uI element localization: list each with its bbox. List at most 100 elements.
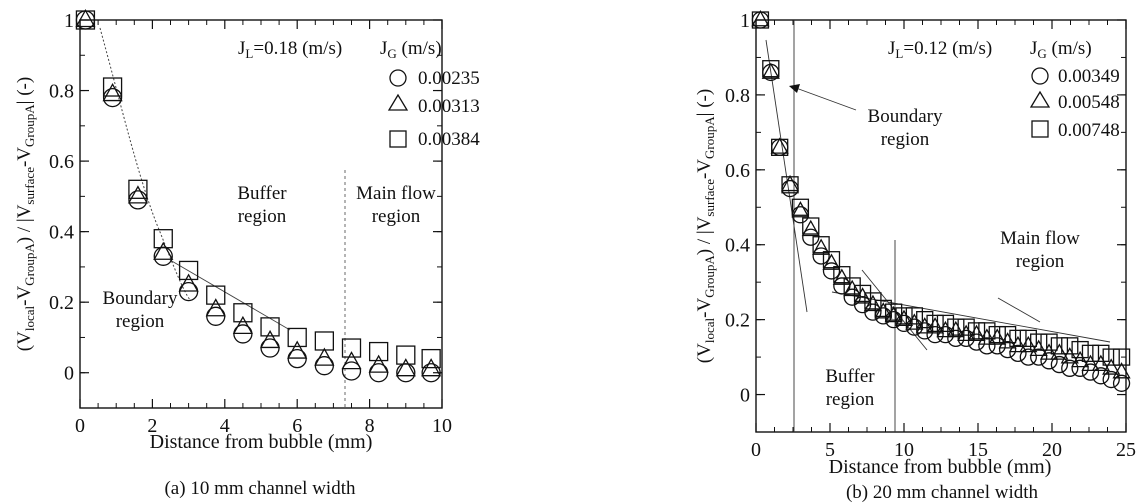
data-point-triangle — [770, 137, 789, 154]
data-point-square — [1030, 333, 1048, 351]
y-tick-label: 0.4 — [725, 235, 750, 257]
data-point-triangle — [915, 317, 934, 334]
data-point-triangle — [153, 241, 174, 260]
data-point-square — [905, 307, 924, 325]
data-point-square — [1112, 348, 1131, 366]
main-flow-region-label: region — [1016, 251, 1065, 272]
data-point-circle — [153, 246, 173, 266]
data-point-circle — [1071, 359, 1089, 377]
data-point-circle — [998, 340, 1017, 359]
data-point-triangle — [259, 329, 281, 349]
main-flow-region-label: Main flow — [1000, 228, 1080, 249]
x-tick-label: 15 — [968, 439, 988, 461]
data-point-square — [1102, 348, 1120, 366]
data-point-square — [884, 303, 903, 321]
data-point-circle — [1112, 374, 1131, 392]
data-point-circle — [967, 333, 986, 351]
y-tick-label: 0 — [740, 385, 750, 407]
data-point-square — [1040, 333, 1058, 351]
data-point-triangle — [102, 83, 123, 102]
data-point-circle — [1061, 359, 1079, 377]
main-flow-region-label: Main flow — [356, 183, 436, 204]
data-point-square — [988, 325, 1006, 344]
data-markers — [751, 10, 1131, 392]
data-point-square — [967, 322, 986, 340]
data-point-square — [947, 318, 965, 336]
figure-caption: (b) 20 mm channel width — [846, 482, 1039, 503]
data-point-square — [421, 348, 441, 369]
x-tick-labels: 0 2 4 6 8 10 — [75, 415, 452, 437]
data-point-triangle — [894, 309, 914, 327]
data-point-square — [833, 266, 851, 284]
data-point-triangle — [127, 185, 149, 204]
y-tick-label: 1 — [64, 10, 74, 32]
data-point-circle — [128, 190, 148, 210]
legend-circle-marker — [389, 69, 407, 87]
data-point-circle — [781, 179, 799, 198]
y-tick-label: 0.8 — [49, 81, 74, 103]
buffer-region-label: Buffer — [825, 366, 875, 387]
data-point-triangle — [232, 315, 254, 335]
data-point-triangle — [1081, 354, 1100, 371]
boundary-trend-curve — [99, 27, 191, 301]
x-axis-label: Distance from bubble (mm) — [150, 431, 373, 453]
data-point-square — [926, 314, 944, 333]
data-point-triangle — [751, 10, 770, 27]
tick-marks — [79, 19, 443, 409]
y-axis-label: (Vlocal-VGroupA) / |Vsurface-VGroupA| (-… — [14, 77, 37, 351]
data-point-circle — [396, 363, 416, 383]
data-point-square — [781, 176, 799, 194]
data-point-triangle — [874, 302, 893, 319]
liquid-velocity-label: JL=0.18 (m/s) — [238, 38, 342, 61]
legend: JL=0.18 (m/s) JG (m/s) 0.00235 0.00313 0… — [238, 38, 480, 150]
data-point-triangle — [1112, 362, 1131, 379]
data-point-circle — [926, 325, 944, 344]
data-point-square — [916, 310, 934, 329]
chart-panel-b: 0 5 10 15 20 25 0 0.2 0.4 0.6 0.8 1 JL=0.12 (m/s) … — [694, 10, 1136, 503]
data-point-triangle — [1071, 350, 1090, 368]
data-point-square — [153, 229, 173, 249]
data-point-square — [802, 217, 820, 235]
data-point-square — [128, 179, 148, 199]
legend-entry-label: 0.00235 — [418, 68, 480, 89]
x-axis-label: Distance from bubble (mm) — [829, 456, 1052, 478]
data-point-circle — [947, 329, 965, 348]
data-point-circle — [822, 262, 841, 280]
boundary-region-label: region — [116, 311, 165, 332]
buffer-region-label: Buffer — [237, 183, 287, 204]
legend-entry-label: 0.00384 — [418, 129, 480, 150]
data-point-square — [206, 285, 226, 305]
data-point-circle — [421, 363, 441, 383]
boundary-trend-line — [765, 39, 808, 313]
data-point-circle — [1019, 348, 1037, 366]
data-point-square — [341, 338, 362, 358]
data-point-triangle — [988, 328, 1007, 345]
y-tick-labels: 0 0.2 0.4 0.6 0.8 1 — [725, 10, 750, 407]
region-annotations: Buffer region Main flow region Boundary … — [103, 183, 437, 332]
data-point-triangle — [368, 354, 389, 373]
data-point-triangle — [822, 253, 841, 270]
boundary-region-label: Boundary — [103, 288, 178, 309]
y-tick-label: 1 — [740, 10, 750, 32]
data-point-triangle — [843, 279, 862, 297]
x-tick-label: 20 — [1042, 439, 1062, 461]
data-point-square — [791, 198, 810, 216]
data-point-square — [812, 236, 830, 254]
data-point-circle — [1081, 363, 1100, 381]
data-point-triangle — [812, 238, 831, 255]
gas-velocity-header: JG (m/s) — [380, 38, 442, 61]
x-tick-label: 0 — [751, 439, 761, 461]
data-point-triangle — [341, 351, 362, 370]
data-point-triangle — [1019, 335, 1038, 353]
data-point-triangle — [801, 219, 820, 237]
region-annotations: Boundary region Main flow region Buffer … — [825, 106, 1080, 410]
main-flow-pointer-line — [997, 297, 1041, 323]
data-point-circle — [978, 337, 996, 355]
data-point-circle — [1040, 352, 1058, 370]
data-point-triangle — [905, 313, 924, 330]
data-point-triangle — [395, 358, 416, 377]
y-tick-label: 0.2 — [725, 310, 750, 332]
y-tick-label: 0.6 — [49, 151, 74, 173]
y-tick-label: 0.6 — [725, 160, 750, 182]
